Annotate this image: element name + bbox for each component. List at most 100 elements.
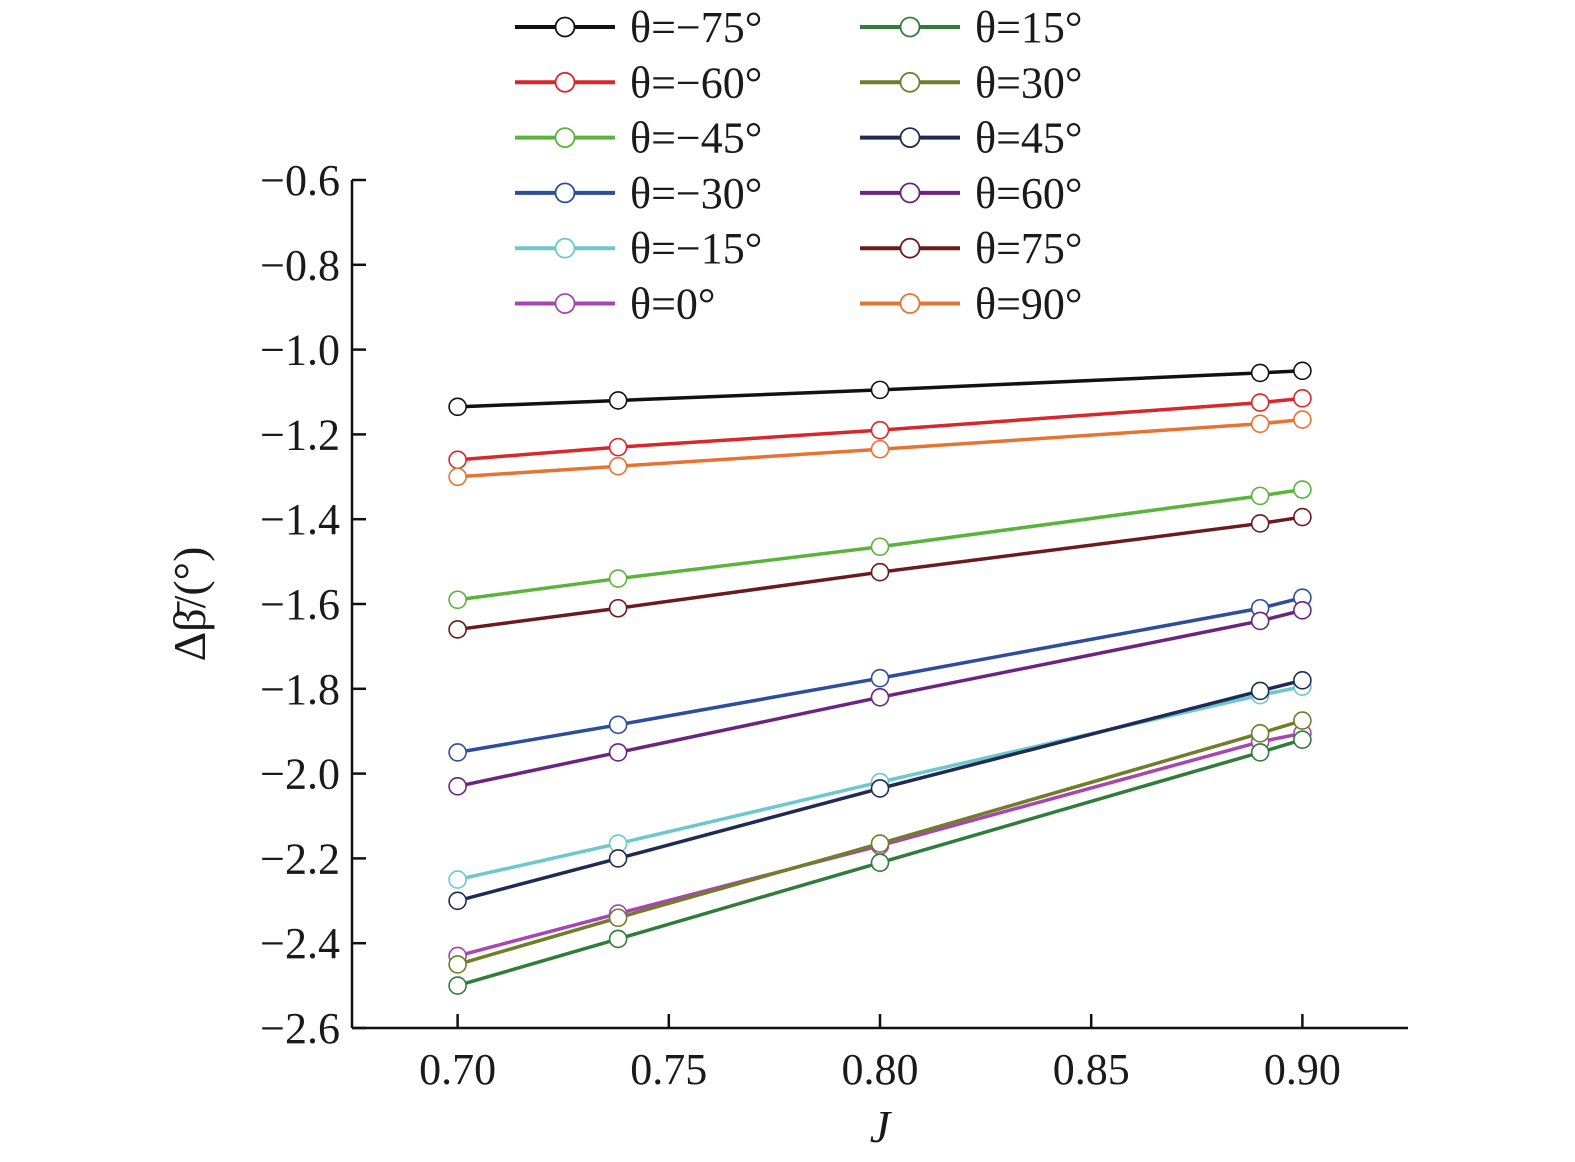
data-point [608, 569, 628, 588]
data-point [1250, 414, 1270, 434]
y-tick-label: −1.0 [260, 326, 340, 375]
legend-item: θ=45° [860, 114, 1083, 163]
data-point [448, 467, 467, 487]
data-point [870, 687, 890, 707]
legend-item: θ=90° [860, 280, 1083, 329]
legend-label: θ=60° [975, 169, 1083, 218]
y-axis-title: Δβ̄/(°) [164, 547, 215, 662]
data-point [1250, 514, 1270, 533]
x-ticks: 0.70 0.75 0.80 0.85 0.90 [419, 1014, 1341, 1094]
y-tick-label: −2.2 [260, 834, 340, 883]
data-point [448, 450, 467, 470]
data-point [1293, 361, 1312, 381]
y-tick-label: −1.8 [260, 665, 340, 714]
legend-item: θ=−45° [515, 114, 762, 163]
data-point [1250, 681, 1270, 701]
legend-swatch-marker [899, 237, 921, 259]
data-point [608, 908, 628, 928]
series-6 [448, 730, 1312, 995]
data-point [608, 849, 628, 868]
data-point [870, 779, 890, 798]
data-point [1250, 743, 1270, 762]
data-point [608, 437, 628, 457]
data-point [448, 891, 467, 911]
legend-label: θ=−30° [630, 169, 762, 218]
legend-swatch-marker [554, 127, 576, 149]
legend: θ=−75° θ=−60° θ=−45° θ=−30° θ=−15° θ=0° θ=15° θ… [515, 3, 1083, 329]
legend-label: θ=−45° [630, 114, 762, 163]
series-9 [448, 601, 1312, 796]
data-point [1293, 389, 1312, 408]
series-1 [448, 389, 1312, 470]
legend-swatch-marker [899, 293, 921, 314]
data-point [870, 853, 890, 872]
legend-item: θ=−30° [515, 169, 762, 218]
legend-label: θ=75° [975, 224, 1083, 273]
series-layer [448, 361, 1312, 995]
legend-item: θ=0° [515, 280, 716, 329]
legend-swatch-marker [554, 71, 576, 93]
data-point [608, 715, 628, 735]
data-point [608, 929, 628, 949]
legend-item: θ=15° [860, 3, 1083, 52]
data-point [448, 870, 467, 889]
series-3 [448, 588, 1312, 762]
y-tick-label: −1.4 [260, 495, 340, 544]
y-tick-label: −1.2 [260, 410, 340, 459]
legend-label: θ=−75° [630, 3, 762, 52]
x-tick-label: 0.70 [419, 1045, 496, 1094]
data-point [448, 955, 467, 974]
legend-item: θ=−75° [515, 3, 762, 52]
legend-label: θ=−60° [630, 58, 762, 107]
data-point [448, 397, 467, 417]
data-point [448, 777, 467, 796]
legend-swatch-marker [899, 16, 921, 38]
data-point [608, 743, 628, 762]
y-tick-label: −0.6 [260, 156, 340, 205]
legend-item: θ=−15° [515, 224, 762, 273]
data-point [1293, 730, 1312, 749]
legend-swatch-marker [554, 182, 576, 204]
y-tick-label: −2.0 [260, 750, 340, 799]
legend-label: θ=15° [975, 3, 1083, 52]
data-point [1293, 480, 1312, 499]
y-tick-label: −2.6 [260, 1004, 340, 1053]
x-tick-label: 0.90 [1264, 1045, 1341, 1094]
data-point [1293, 711, 1312, 730]
series-0 [448, 361, 1312, 417]
y-ticks: −0.6 −0.8 −1.0 −1.2 −1.4 −1.6 −1.8 −2.0 −2.2 −2.4… [260, 156, 366, 1053]
data-point [870, 439, 890, 459]
data-point [608, 391, 628, 410]
data-point [870, 668, 890, 688]
legend-swatch-marker [554, 16, 576, 38]
data-point [1293, 410, 1312, 429]
data-point [448, 743, 467, 762]
data-point [1293, 671, 1312, 690]
data-point [448, 590, 467, 610]
series-11 [448, 410, 1312, 487]
series-8 [448, 671, 1312, 911]
data-point [1250, 486, 1270, 506]
data-point [870, 420, 890, 440]
legend-swatch-marker [899, 182, 921, 204]
data-point [448, 976, 467, 995]
series-2 [448, 480, 1312, 610]
data-point [608, 598, 628, 618]
y-tick-label: −2.4 [260, 919, 340, 968]
x-tick-label: 0.80 [842, 1045, 919, 1094]
x-axis-title: J [870, 1101, 893, 1152]
legend-label: θ=−15° [630, 224, 762, 273]
data-point [1293, 601, 1312, 620]
data-point [1250, 393, 1270, 412]
legend-swatch-marker [899, 71, 921, 93]
legend-label: θ=0° [630, 280, 716, 329]
data-point [448, 620, 467, 639]
y-tick-label: −0.8 [260, 241, 340, 290]
series-7 [448, 711, 1312, 974]
data-point [608, 456, 628, 476]
legend-label: θ=45° [975, 114, 1083, 163]
data-point [1250, 724, 1270, 743]
data-point [1250, 611, 1270, 631]
legend-label: θ=90° [975, 280, 1083, 329]
